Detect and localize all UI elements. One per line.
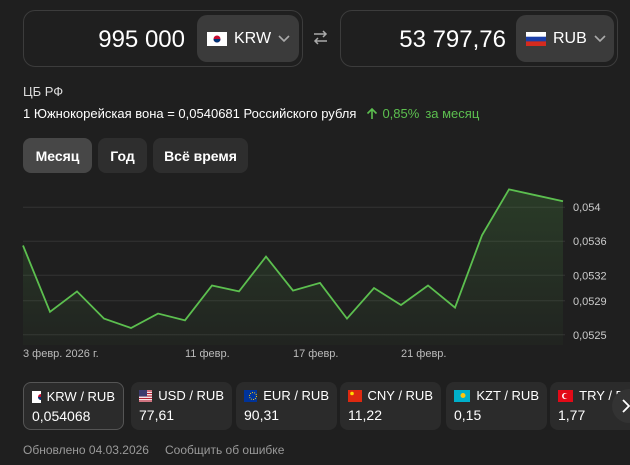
source: ЦБ РФ bbox=[23, 84, 64, 99]
pair-card[interactable]: KRW / RUB 0,054068 bbox=[23, 382, 124, 430]
change: 0,85% bbox=[382, 106, 420, 121]
rate-line: 1 Южнокорейская вона = 0,0540681 Российс… bbox=[23, 106, 479, 121]
pair-name: KZT / RUB bbox=[476, 388, 539, 403]
to-code: RUB bbox=[553, 29, 587, 47]
y-tick-label: 0,0536 bbox=[573, 236, 607, 248]
rate-text: 1 Южнокорейская вона = 0,0540681 Российс… bbox=[23, 106, 357, 121]
chart: 0,0525 0,0529 0,0532 0,0536 0,054 3 февр. 202… bbox=[22, 188, 607, 360]
pair-card[interactable]: CNY / RUB 11,22 bbox=[340, 382, 441, 430]
up-arrow bbox=[367, 107, 378, 119]
pair-head: CNY / RUB bbox=[348, 388, 433, 403]
y-tick-label: 0,0529 bbox=[573, 296, 607, 308]
y-tick-label: 0,0525 bbox=[573, 330, 607, 342]
pair-value: 0,054068 bbox=[32, 408, 91, 424]
from-amount[interactable]: 995 000 bbox=[98, 26, 185, 53]
pair-name: EUR / RUB bbox=[263, 388, 329, 403]
chevron bbox=[278, 34, 290, 42]
swap-icon[interactable] bbox=[312, 29, 329, 46]
flag bbox=[348, 389, 362, 402]
x-tick-label: 11 февр. bbox=[185, 348, 230, 360]
pair-head: KRW / RUB bbox=[32, 389, 115, 404]
flag bbox=[32, 390, 41, 403]
area bbox=[23, 189, 563, 345]
tab[interactable]: Месяц bbox=[23, 138, 92, 173]
from-code: KRW bbox=[234, 29, 272, 47]
x-tick-label: 17 февр. bbox=[293, 348, 338, 360]
pair-name: KRW / RUB bbox=[46, 389, 115, 404]
report-link[interactable]: Сообщить об ошибке bbox=[165, 443, 285, 457]
from-box[interactable]: 995 000 KRW bbox=[23, 10, 303, 67]
pair-head: USD / RUB bbox=[139, 388, 224, 403]
flag bbox=[558, 389, 574, 402]
pair-value: 11,22 bbox=[348, 407, 382, 423]
x-tick-label: 21 февр. bbox=[401, 348, 446, 360]
tab[interactable]: Год bbox=[98, 138, 147, 173]
pair-value: 0,15 bbox=[454, 407, 482, 423]
flag bbox=[244, 389, 258, 402]
pair-head: KZT / RUB bbox=[454, 388, 539, 403]
to-currency[interactable]: RUB bbox=[516, 15, 614, 62]
pair-card[interactable]: KZT / RUB 0,15 bbox=[446, 382, 547, 430]
pair-value: 90,31 bbox=[244, 407, 280, 423]
y-tick-label: 0,0532 bbox=[573, 270, 607, 282]
to-box[interactable]: 53 797,76 RUB bbox=[340, 10, 618, 67]
to-amount[interactable]: 53 797,76 bbox=[399, 26, 506, 53]
y-tick-label: 0,054 bbox=[573, 202, 601, 214]
from-currency[interactable]: KRW bbox=[197, 15, 299, 62]
pair-head: EUR / RUB bbox=[244, 388, 329, 403]
next-button[interactable] bbox=[612, 389, 630, 423]
flag bbox=[207, 31, 227, 46]
pair-name: USD / RUB bbox=[158, 388, 224, 403]
next-icon bbox=[622, 399, 630, 413]
flag bbox=[526, 31, 546, 46]
pair-value: 1,77 bbox=[558, 407, 586, 423]
pair-card[interactable]: EUR / RUB 90,31 bbox=[236, 382, 337, 430]
flag bbox=[454, 389, 471, 402]
chevron bbox=[594, 34, 606, 42]
pair-name: CNY / RUB bbox=[367, 388, 434, 403]
change-period: за месяц bbox=[425, 106, 480, 121]
flag bbox=[139, 389, 153, 402]
tab[interactable]: Всё время bbox=[153, 138, 248, 173]
pair-value: 77,61 bbox=[139, 407, 175, 423]
x-tick-label: 3 февр. 2026 г. bbox=[23, 348, 99, 360]
pair-card[interactable]: USD / RUB 77,61 bbox=[131, 382, 232, 430]
line bbox=[22, 188, 564, 329]
updated: Обновлено 04.03.2026 bbox=[23, 443, 149, 457]
